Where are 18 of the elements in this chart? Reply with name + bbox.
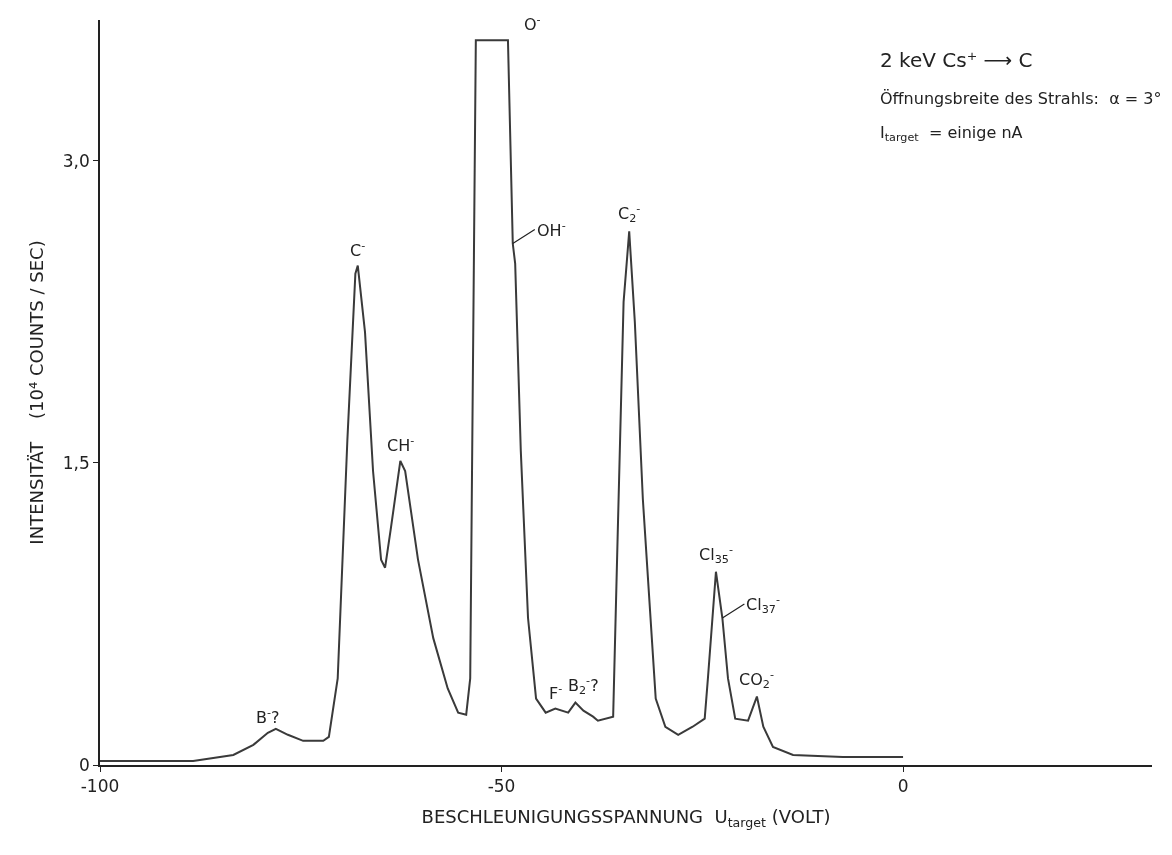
- annotation: B$^{-}$?: [256, 706, 280, 727]
- annotation: O$^{-}$: [524, 13, 541, 34]
- x-tick-label: -50: [487, 776, 516, 797]
- annotation: Öffnungsbreite des Strahls: α = 3°: [880, 89, 1162, 108]
- annotation: I$_{target}$ = einige nA: [880, 123, 1023, 145]
- y-tick-label: 1,5: [62, 452, 90, 473]
- x-axis-title: BESCHLEUNIGUNGSSPANNUNG U$_{target}$ (VOLT): [421, 805, 831, 830]
- annotation: 2 keV Cs⁺ ⟶ C: [880, 48, 1033, 72]
- annotation: F$^{-}$: [549, 682, 563, 703]
- y-axis-title: INTENSITÄT (10⁴ COUNTS / SEC): [25, 240, 47, 545]
- y-tick-label: 0: [79, 754, 90, 775]
- annotation: OH$^{-}$: [537, 219, 566, 240]
- annotation: CH$^{-}$: [387, 434, 415, 455]
- y-tick-label: 3,0: [62, 150, 90, 171]
- x-tick-label: -100: [80, 776, 120, 797]
- annotation: B$_{2}$$^{-}$?: [568, 674, 599, 698]
- x-tick-label: 0: [897, 776, 909, 797]
- annotation: C$^{-}$: [350, 239, 366, 260]
